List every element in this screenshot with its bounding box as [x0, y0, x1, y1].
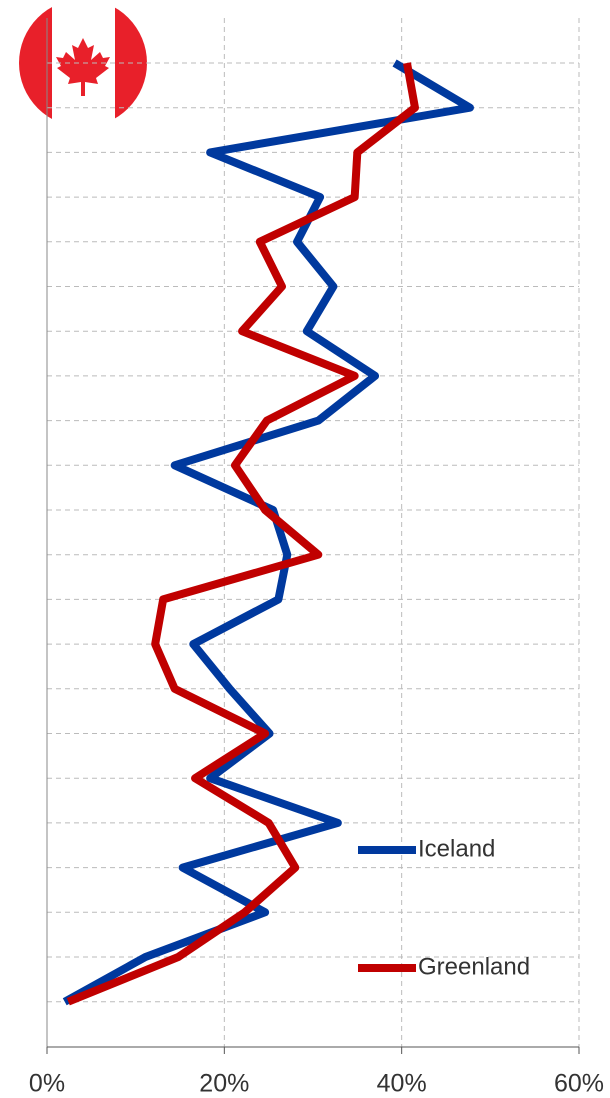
canada-flag — [19, 0, 147, 127]
series-line — [62, 59, 474, 1006]
legend-label: Iceland — [418, 835, 495, 862]
x-tick-label: 60% — [554, 1070, 604, 1098]
legend-label: Greenland — [418, 953, 530, 980]
x-tick-label: 0% — [29, 1070, 65, 1098]
series-line — [66, 62, 419, 1006]
x-tick-label: 40% — [377, 1070, 427, 1098]
x-tick-label: 20% — [199, 1070, 249, 1098]
